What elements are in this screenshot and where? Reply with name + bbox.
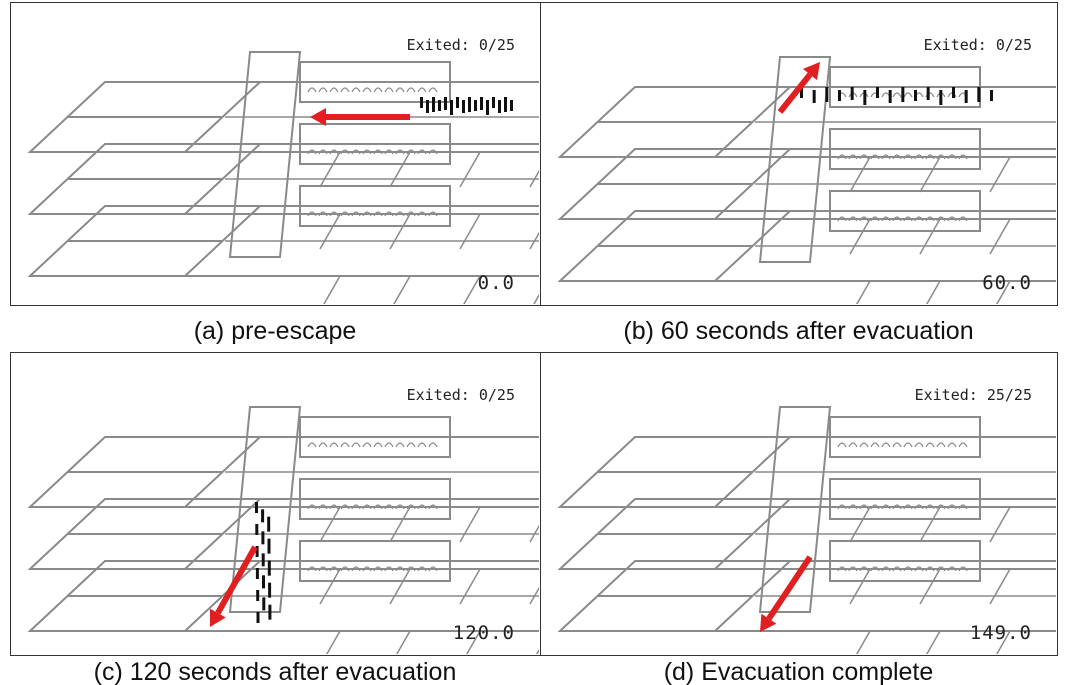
occupant (498, 100, 501, 113)
wall (1060, 157, 1067, 192)
occupant (813, 90, 816, 103)
occupant (268, 561, 271, 576)
occupant (257, 612, 260, 623)
occupant (474, 100, 477, 111)
figure: Exited: 0/25 0.0 (a) pre-escape Exited: 0/2… (0, 0, 1067, 685)
occupant (927, 87, 930, 100)
occupant (450, 100, 453, 115)
occupant (914, 90, 917, 101)
occupant (486, 100, 489, 115)
occupant (468, 97, 471, 112)
caption: (d) Evacuation complete (664, 658, 934, 685)
occupant (901, 87, 904, 102)
occupant (462, 100, 465, 113)
occupant (939, 90, 942, 105)
exited-counter: Exited: 0/25 (407, 386, 515, 404)
time-display: 120.0 (453, 622, 515, 644)
occupant (256, 590, 259, 601)
wall (1060, 219, 1067, 254)
exited-counter: Exited: 0/25 (407, 36, 515, 54)
occupant (261, 509, 264, 522)
occupant (838, 90, 841, 101)
occupant (492, 97, 495, 108)
exited-counter: Exited: 0/25 (924, 36, 1032, 54)
occupant (426, 100, 429, 113)
occupant (262, 553, 265, 566)
wall (1060, 507, 1067, 542)
occupant (262, 575, 265, 588)
occupant (261, 531, 264, 544)
occupant (480, 97, 483, 110)
occupant (851, 87, 854, 100)
occupant (952, 87, 955, 98)
occupant (255, 502, 258, 513)
occupant (268, 539, 271, 554)
caption: (c) 120 seconds after evacuation (94, 658, 457, 685)
occupant (863, 90, 866, 105)
wall (1060, 569, 1067, 604)
occupant (504, 97, 507, 112)
occupant (420, 97, 423, 108)
time-display: 60.0 (982, 272, 1032, 294)
wall (1060, 631, 1067, 666)
occupant (268, 583, 271, 598)
occupant (262, 597, 265, 610)
occupant (268, 605, 271, 620)
occupant (510, 100, 513, 111)
occupant (876, 87, 879, 98)
caption: (b) 60 seconds after evacuation (623, 317, 973, 345)
caption: (a) pre-escape (194, 317, 357, 345)
occupant (977, 87, 980, 102)
occupant (889, 90, 892, 103)
time-display: 149.0 (970, 622, 1032, 644)
occupant (825, 87, 828, 102)
occupant (438, 100, 441, 111)
occupant (256, 568, 259, 579)
occupant (267, 517, 270, 532)
occupant (444, 97, 447, 110)
occupant (990, 90, 993, 101)
wall (1060, 281, 1067, 316)
occupant (965, 90, 968, 103)
occupant (432, 97, 435, 112)
time-display: 0.0 (478, 272, 515, 294)
exited-counter: Exited: 25/25 (915, 386, 1032, 404)
occupant (456, 97, 459, 108)
occupant (255, 524, 258, 535)
